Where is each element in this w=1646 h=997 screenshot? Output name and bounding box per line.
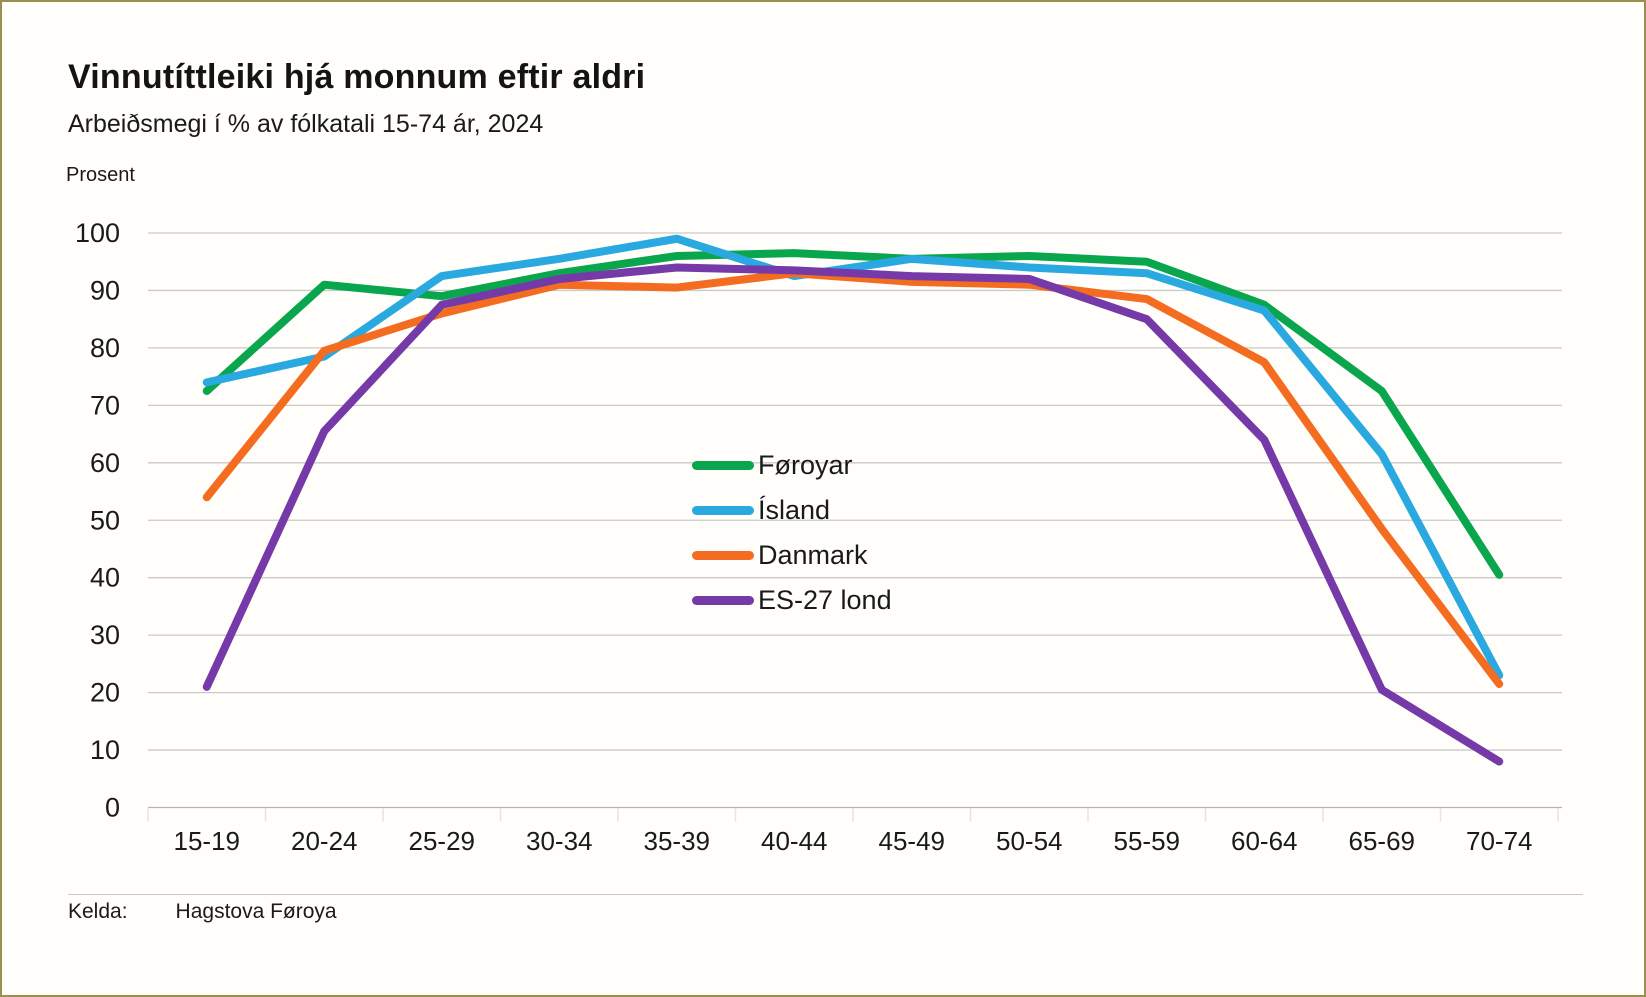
- y-tick-label: 100: [75, 218, 120, 248]
- x-tick-label: 30-34: [526, 826, 593, 856]
- x-tick-label: 40-44: [761, 826, 828, 856]
- legend-item: ES-27 lond: [692, 578, 892, 623]
- x-tick-label: 65-69: [1349, 826, 1416, 856]
- x-tick-label: 55-59: [1114, 826, 1181, 856]
- legend-item: Føroyar: [692, 443, 892, 488]
- legend-swatch: [692, 551, 754, 560]
- x-tick-label: 25-29: [409, 826, 476, 856]
- x-tick-label: 15-19: [174, 826, 241, 856]
- y-tick-label: 40: [90, 563, 120, 593]
- x-tick-label: 20-24: [291, 826, 358, 856]
- source-value: Hagstova Føroya: [175, 900, 337, 923]
- legend-label: Ísland: [758, 495, 831, 525]
- legend-swatch: [692, 596, 754, 605]
- chart-line-ísland: [202, 234, 1504, 680]
- y-tick-label: 20: [90, 678, 120, 708]
- page-subtitle: Arbeiðsmegi í % av fólkatali 15-74 ár, 2…: [68, 110, 544, 138]
- y-axis-unit-label: Prosent: [66, 164, 135, 186]
- y-tick-label: 0: [105, 793, 120, 823]
- x-tick-label: 70-74: [1466, 826, 1533, 856]
- y-tick-label: 30: [90, 620, 120, 650]
- chart-legend: Føroyar Ísland Danmark ES-27 lond: [692, 443, 892, 623]
- legend-swatch: [692, 461, 754, 470]
- y-tick-label: 60: [90, 448, 120, 478]
- footer-separator: [68, 894, 1583, 895]
- x-tick-label: 50-54: [996, 826, 1063, 856]
- source-line: Kelda: Hagstova Føroya: [68, 900, 337, 924]
- y-tick-label: 50: [90, 505, 120, 535]
- x-tick-label: 60-64: [1231, 826, 1298, 856]
- x-tick-label: 35-39: [644, 826, 711, 856]
- legend-label: Føroyar: [758, 450, 853, 480]
- y-tick-label: 90: [90, 275, 120, 305]
- legend-item: Danmark: [692, 533, 892, 578]
- legend-item: Ísland: [692, 488, 892, 533]
- y-tick-label: 70: [90, 390, 120, 420]
- y-tick-label: 10: [90, 735, 120, 765]
- y-tick-label: 80: [90, 333, 120, 363]
- legend-label: ES-27 lond: [758, 585, 892, 615]
- legend-label: Danmark: [758, 540, 868, 570]
- page-title: Vinnutíttleiki hjá monnum eftir aldri: [68, 58, 646, 96]
- source-label: Kelda:: [68, 900, 128, 923]
- legend-swatch: [692, 506, 754, 515]
- chart-line-es-27-lond: [202, 263, 1504, 766]
- chart-line-danmark: [202, 269, 1504, 688]
- x-tick-label: 45-49: [879, 826, 946, 856]
